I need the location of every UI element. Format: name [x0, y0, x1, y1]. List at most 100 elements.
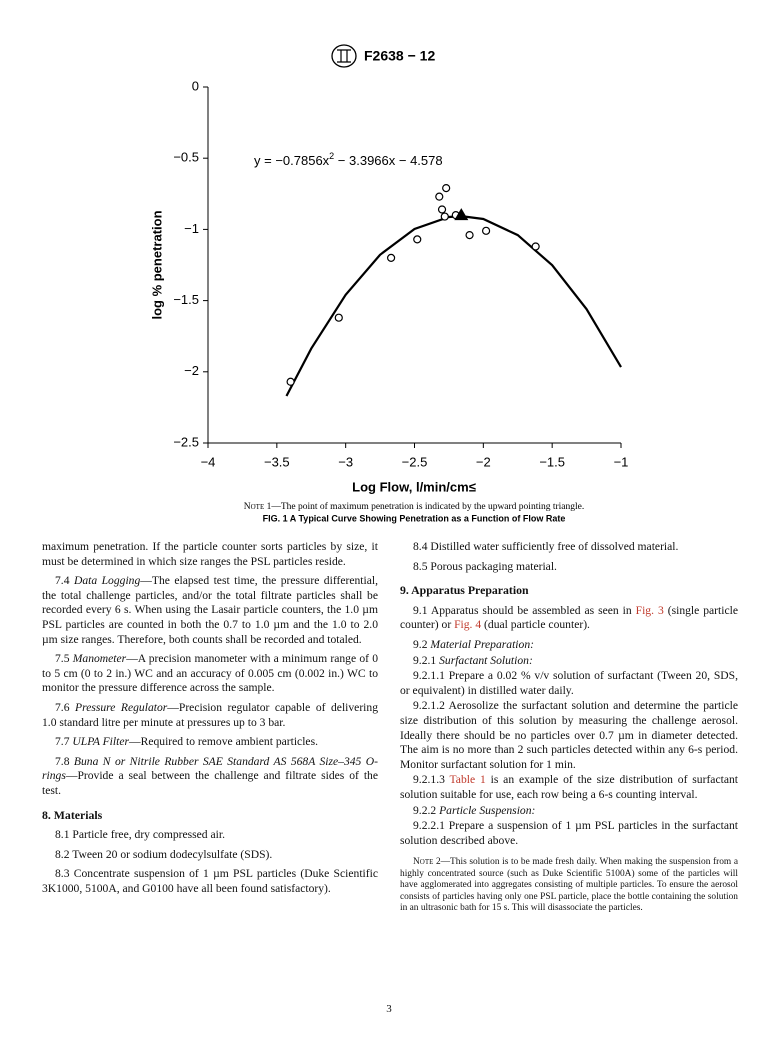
x-tick-label: −3 — [338, 454, 353, 469]
section-number: 7.6 — [55, 700, 70, 714]
text-run: maximum penetration. If the particle cou… — [42, 540, 378, 568]
section-number: 8.1 — [55, 828, 70, 842]
text-run: —Required to remove ambient particles. — [129, 735, 318, 749]
data-point — [531, 242, 540, 251]
section-heading: 8. Materials — [42, 807, 103, 822]
text-run: Concentrate suspension of 1 µm PSL parti… — [42, 867, 378, 895]
data-point — [442, 184, 451, 193]
figure-caption: FIG. 1 A Typical Curve Showing Penetrati… — [263, 513, 566, 523]
text-run: Surfactant Solution: — [439, 653, 533, 667]
paragraph: 9.2.1.1 Prepare a 0.02 % v/v solution of… — [400, 669, 738, 698]
data-point — [437, 205, 447, 214]
text-run: —This solution is to be made fresh daily… — [400, 857, 738, 913]
paragraph: 7.8 Buna N or Nitrile Rubber SAE Standar… — [42, 755, 378, 799]
x-tick-label: −1 — [614, 454, 629, 469]
link[interactable]: Table 1 — [449, 773, 486, 787]
astm-logo — [331, 44, 357, 68]
designation: F2638 − 12 — [364, 48, 435, 64]
section-number: 9.1 — [413, 603, 428, 617]
data-point — [481, 226, 491, 235]
x-tick-label: −2.5 — [402, 454, 428, 469]
text-run: Buna N or Nitrile Rubber SAE Standard AS… — [42, 754, 378, 783]
text-run: ULPA Filter — [72, 735, 129, 749]
section-number: 9.2.1.2 — [413, 699, 445, 713]
paragraph: 8.3 Concentrate suspension of 1 µm PSL p… — [42, 867, 378, 896]
page-number: 3 — [386, 1003, 392, 1015]
data-point — [413, 235, 422, 244]
paragraph: 9.2.1.3 Table 1 is an example of the siz… — [400, 773, 738, 802]
text-run: Particle Suspension: — [439, 803, 536, 817]
y-tick-label: −1 — [184, 221, 199, 236]
figure: F2638 − 12 y = −0.7856x2 − 3.3966x − 4.5… — [149, 44, 629, 523]
section-number: 9.2.1.3 — [413, 773, 445, 787]
equation-part: y = −0.7856x — [254, 153, 330, 168]
data-point — [440, 212, 449, 221]
text-run: Tween 20 or sodium dodecylsulfate (SDS). — [72, 847, 273, 861]
link[interactable]: Fig. 4 — [454, 618, 482, 632]
text-run: (single particle counter) or — [400, 603, 738, 632]
paragraph: 8.4 Distilled water sufficiently free of… — [400, 540, 738, 555]
text-run: Distilled water sufficiently free of dis… — [430, 540, 679, 553]
equation-exponent: 2 — [329, 151, 334, 161]
text-run: —Provide a seal between the challenge an… — [42, 769, 378, 797]
text-run: Pressure Regulator — [75, 700, 168, 714]
text-run: —The elapsed test time, the pressure dif… — [42, 574, 378, 646]
fit-curve — [285, 215, 622, 397]
note-label: Note 1 — [244, 502, 272, 512]
section-number: 8.3 — [55, 867, 70, 881]
x-tick-label: −2 — [476, 454, 491, 469]
section-number: 9.2 — [413, 637, 428, 651]
paragraph: 7.7 ULPA Filter—Required to remove ambie… — [42, 735, 378, 750]
x-tick-label: −3.5 — [264, 454, 290, 469]
section-heading: 9. Apparatus Preparation — [400, 583, 529, 598]
data-point — [386, 253, 396, 262]
text-run: Porous packaging material. — [430, 559, 557, 573]
y-axis-label: log % penetration — [149, 210, 164, 319]
section-number: 7.7 — [55, 735, 70, 749]
section-number: 9.2.2.1 — [413, 819, 445, 833]
y-tick-label: −0.5 — [173, 150, 199, 165]
paragraph: 9.2.2 Particle Suspension: — [400, 804, 738, 819]
text-run: Prepare a suspension of 1 µm PSL particl… — [400, 819, 739, 847]
paragraph: 7.4 Data Logging—The elapsed test time, … — [42, 574, 378, 647]
text-run: (dual particle counter). — [481, 618, 590, 632]
max-point — [454, 208, 469, 221]
paragraph: 9.2 Material Preparation: — [400, 638, 738, 653]
paragraph: 7.6 Pressure Regulator—Precision regulat… — [42, 701, 378, 730]
paragraph: 7.5 Manometer—A precision manometer with… — [42, 652, 378, 696]
paragraph: 9.2.1.2 Aerosolize the surfactant soluti… — [400, 699, 738, 772]
note-label: Note 2 — [413, 857, 441, 868]
right-column: 8.4 Distilled water sufficiently free of… — [400, 540, 738, 919]
figure-note: Note 1—The point of maximum penetration … — [244, 501, 585, 512]
paragraph: 9.2.1 Surfactant Solution: — [400, 654, 738, 669]
y-tick-label: −1.5 — [173, 292, 199, 307]
section-number: 7.5 — [55, 652, 70, 666]
text-run: Apparatus should be assembled as seen in — [430, 603, 636, 617]
paragraph: 9.1 Apparatus should be assembled as see… — [400, 604, 738, 633]
data-point — [286, 377, 295, 386]
paragraph: 8.1 Particle free, dry compressed air. — [42, 828, 378, 843]
left-column: maximum penetration. If the particle cou… — [42, 540, 378, 901]
text-run: is an example of the size distribution o… — [400, 773, 738, 801]
link[interactable]: Fig. 3 — [635, 603, 664, 617]
data-point — [465, 230, 474, 240]
text-run: Data Logging — [73, 574, 141, 588]
equation-part: − 3.3966x − 4.578 — [334, 153, 442, 168]
section-number: 7.8 — [55, 754, 70, 768]
section-number: 7.4 — [55, 574, 70, 588]
text-run: Prepare a 0.02 % v/v solution of surfact… — [400, 669, 738, 697]
data-point — [334, 313, 343, 322]
text-run: —A precision manometer with a minimum ra… — [42, 652, 378, 695]
text-run: Material Preparation: — [430, 637, 534, 651]
note: Note 2—This solution is to be made fresh… — [400, 857, 738, 914]
section-number: 8.2 — [55, 847, 70, 861]
paragraph: 8.5 Porous packaging material. — [400, 560, 738, 575]
equation: y = −0.7856x2 − 3.3966x − 4.578 — [254, 151, 443, 168]
paragraph: 9.2.2.1 Prepare a suspension of 1 µm PSL… — [400, 819, 738, 848]
x-tick-label: −1.5 — [539, 454, 565, 469]
section-number: 8.5 — [413, 559, 428, 573]
data-point — [435, 192, 444, 201]
y-tick-label: −2.5 — [173, 434, 199, 449]
section-number: 9.2.2 — [413, 803, 437, 817]
